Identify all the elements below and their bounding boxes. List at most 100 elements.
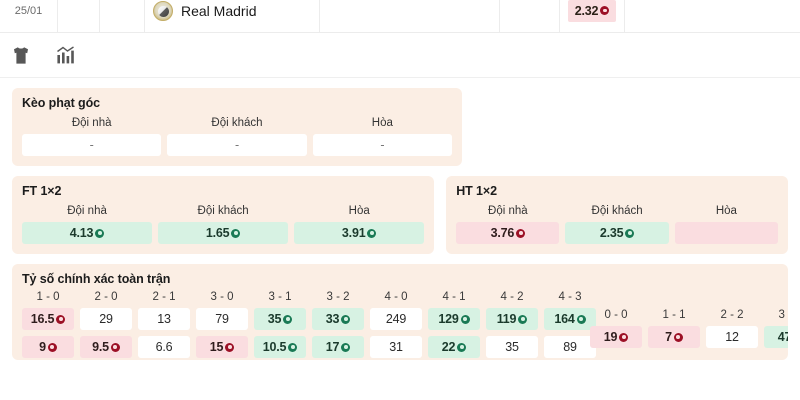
score-cell-bottom[interactable]: 6.6 xyxy=(138,336,190,358)
fixture-row[interactable]: 25/01 Real Madrid 2.32 xyxy=(0,0,800,33)
odds-down-arrow-icon xyxy=(47,342,57,352)
odds-up-arrow-icon xyxy=(341,342,351,352)
score-value: 9 xyxy=(39,340,46,354)
fixture-date: 25/01 xyxy=(14,4,43,17)
tool-icon-bar xyxy=(0,33,800,78)
score-cell-top[interactable]: 13 xyxy=(138,308,190,330)
draw-score-cell[interactable]: 12 xyxy=(706,326,758,348)
score-cell-bottom[interactable]: 89 xyxy=(544,336,596,358)
corner-column-home: Đội nhà - xyxy=(22,117,162,156)
corner-column-draw: Hòa - xyxy=(312,117,452,156)
ft-column-draw: Hòa 3.91 xyxy=(294,205,425,244)
ft-value-home[interactable]: 4.13 xyxy=(22,222,153,244)
score-label: 4 - 1 xyxy=(442,291,466,303)
score-column: 4 - 2 119 35 xyxy=(486,291,538,360)
ft-home-odd: 4.13 xyxy=(69,226,94,240)
ht-value-away[interactable]: 2.35 xyxy=(565,222,669,244)
exact-score-title: Tỷ số chính xác toàn trận xyxy=(22,272,171,286)
corner-value-home[interactable]: - xyxy=(22,134,162,156)
score-cell-bottom[interactable]: 9.5 xyxy=(80,336,132,358)
score-value: 35 xyxy=(267,312,282,326)
score-label: 4 - 0 xyxy=(384,291,408,303)
score-cell-top[interactable]: 33 xyxy=(312,308,364,330)
score-cell-bottom[interactable]: 15 xyxy=(196,336,248,358)
score-cell-top[interactable]: 16.5 xyxy=(22,308,74,330)
ht-column-draw: Hòa xyxy=(674,205,779,244)
ht-value-home[interactable]: 3.76 xyxy=(456,222,560,244)
ht-head-away: Đội khách xyxy=(591,205,643,217)
fixture-column-5 xyxy=(320,0,500,33)
score-column: 4 - 0 249 31 xyxy=(370,291,422,360)
corner-value-draw[interactable]: - xyxy=(312,134,452,156)
draw-score-value: 19 xyxy=(603,330,618,344)
score-cell-top[interactable]: 119 xyxy=(486,308,538,330)
draw-score-label: 1 - 1 xyxy=(662,309,686,321)
score-cell-top[interactable]: 29 xyxy=(80,308,132,330)
odds-down-arrow-icon xyxy=(225,342,235,352)
odds-up-arrow-icon xyxy=(457,342,467,352)
bar-chart-icon[interactable] xyxy=(54,44,76,66)
fixture-column-3 xyxy=(100,0,145,33)
score-cell-top[interactable]: 79 xyxy=(196,308,248,330)
draw-score-value: 47 xyxy=(777,330,788,344)
ft-head-away: Đội khách xyxy=(197,205,249,217)
score-label: 3 - 1 xyxy=(268,291,292,303)
draw-score-cell[interactable]: 47 xyxy=(764,326,788,348)
draw-score-column: 1 - 1 7 xyxy=(648,291,700,354)
corner-head-away: Đội khách xyxy=(211,117,263,129)
score-cell-top[interactable]: 164 xyxy=(544,308,596,330)
odds-up-arrow-icon xyxy=(518,314,528,324)
odds-up-arrow-icon xyxy=(460,314,470,324)
score-value: 16.5 xyxy=(30,312,55,326)
score-cell-bottom[interactable]: 10.5 xyxy=(254,336,306,358)
odds-up-arrow-icon xyxy=(95,228,105,238)
draw-score-value: 7 xyxy=(665,330,672,344)
team-name: Real Madrid xyxy=(181,2,257,19)
ht-columns: Đội nhà 3.76 Đội khách 2.35 Hòa xyxy=(456,205,779,244)
score-label: 4 - 3 xyxy=(558,291,582,303)
ft-1x2-panel: FT 1×2 Đội nhà 4.13 Đội khách 1.65 xyxy=(12,176,435,254)
fixture-team-cell[interactable]: Real Madrid xyxy=(145,0,320,33)
score-value: 15 xyxy=(209,340,224,354)
ht-value-draw[interactable] xyxy=(674,222,779,244)
ft-value-away[interactable]: 1.65 xyxy=(158,222,289,244)
fixture-odd-chip[interactable]: 2.32 xyxy=(567,0,617,22)
odds-up-arrow-icon xyxy=(367,228,377,238)
ht-home-odd: 3.76 xyxy=(490,226,515,240)
jersey-icon[interactable] xyxy=(10,44,32,66)
draw-score-label: 2 - 2 xyxy=(720,309,744,321)
fixture-date-cell: 25/01 xyxy=(0,0,58,33)
draw-score-cell[interactable]: 7 xyxy=(648,326,700,348)
score-cell-bottom[interactable]: 31 xyxy=(370,336,422,358)
score-cell-top[interactable]: 35 xyxy=(254,308,306,330)
odds-up-arrow-icon xyxy=(283,314,293,324)
score-cell-bottom[interactable]: 9 xyxy=(22,336,74,358)
score-cell-bottom[interactable]: 17 xyxy=(312,336,364,358)
odds-up-arrow-icon xyxy=(625,228,635,238)
score-cell-bottom[interactable]: 35 xyxy=(486,336,538,358)
ft-columns: Đội nhà 4.13 Đội khách 1.65 Hòa xyxy=(22,205,425,244)
score-cell-bottom[interactable]: 22 xyxy=(428,336,480,358)
corner-value-away[interactable]: - xyxy=(167,134,307,156)
score-cell-top[interactable]: 249 xyxy=(370,308,422,330)
fixture-column-last xyxy=(625,0,800,33)
score-cell-top[interactable]: 129 xyxy=(428,308,480,330)
ht-panel-title: HT 1×2 xyxy=(456,184,497,198)
score-value: 9.5 xyxy=(92,340,109,354)
ft-value-draw[interactable]: 3.91 xyxy=(294,222,425,244)
odds-up-arrow-icon xyxy=(231,228,241,238)
ht-head-home: Đội nhà xyxy=(488,205,528,217)
exact-score-panel: Tỷ số chính xác toàn trận 1 - 0 16.5 9 2… xyxy=(12,264,788,360)
corner-head-home: Đội nhà xyxy=(71,117,112,129)
fixture-odds-cell[interactable]: 2.32 xyxy=(560,0,625,33)
score-value: 119 xyxy=(496,312,517,326)
score-column: 3 - 0 79 15 xyxy=(196,291,248,360)
score-value: 164 xyxy=(554,312,575,326)
score-value: 10.5 xyxy=(262,340,287,354)
draw-score-column: 2 - 2 12 xyxy=(706,291,758,354)
draw-score-cell[interactable]: 19 xyxy=(590,326,642,348)
draw-score-column: 0 - 0 19 xyxy=(590,291,642,354)
score-value: 129 xyxy=(438,312,459,326)
ht-column-home: Đội nhà 3.76 xyxy=(456,205,560,244)
score-label: 2 - 1 xyxy=(152,291,176,303)
